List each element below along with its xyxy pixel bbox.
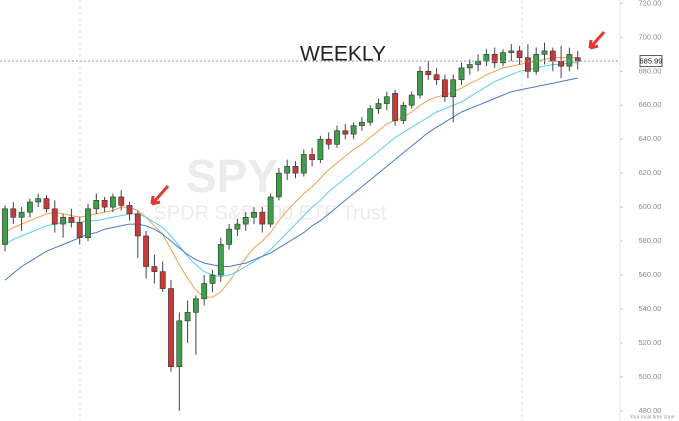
candle-body xyxy=(342,130,349,135)
candle-body xyxy=(466,64,473,69)
candle-body xyxy=(26,201,33,213)
candle-body xyxy=(317,138,324,160)
candle-body xyxy=(2,208,8,245)
y-tick-label: 720.00 xyxy=(639,0,662,7)
candle-body xyxy=(417,70,423,96)
candle-body xyxy=(508,50,515,53)
candle-body xyxy=(68,216,75,223)
candle-body xyxy=(392,93,398,121)
candle-body xyxy=(400,104,407,121)
candle-body xyxy=(184,312,191,322)
plot-area xyxy=(2,42,581,411)
candle-body xyxy=(533,54,540,72)
footnote: Your local time zone xyxy=(630,414,675,420)
candle-body xyxy=(176,320,183,367)
candle-body xyxy=(118,196,125,206)
candle-body xyxy=(60,216,66,225)
candle-body xyxy=(358,121,365,126)
candle-body xyxy=(126,205,133,215)
candle-body xyxy=(408,94,415,106)
y-tick-label: 480.00 xyxy=(639,406,662,415)
y-tick-label: 600.00 xyxy=(639,202,662,211)
candle-body xyxy=(234,223,241,230)
candle-body xyxy=(51,208,58,225)
candle-body xyxy=(151,266,158,272)
candle-body xyxy=(558,60,564,67)
candle-body xyxy=(574,57,581,62)
candle-body xyxy=(549,50,556,62)
candle-body xyxy=(242,216,249,225)
candle-body xyxy=(93,200,100,210)
candle-body xyxy=(217,244,224,276)
moving-average-line xyxy=(4,57,578,298)
candle-body xyxy=(101,200,108,208)
candle-body xyxy=(309,154,315,160)
candle-body xyxy=(524,57,531,72)
y-tick-label: 500.00 xyxy=(639,372,662,381)
candle-body xyxy=(110,196,116,208)
y-tick-label: 680.00 xyxy=(639,66,662,75)
candle-body xyxy=(168,288,174,367)
candle-body xyxy=(516,50,523,59)
candle-body xyxy=(334,130,340,145)
candle-body xyxy=(226,228,232,245)
candle-body xyxy=(85,208,91,238)
candle-body xyxy=(209,274,216,284)
candle-body xyxy=(10,208,17,218)
candle-body xyxy=(367,108,374,123)
candle-body xyxy=(43,198,50,210)
candle-body xyxy=(475,60,481,65)
last-price-box xyxy=(639,55,663,68)
annotation-arrow xyxy=(150,185,170,206)
y-tick-label: 660.00 xyxy=(639,100,662,109)
y-tick-label: 540.00 xyxy=(639,304,662,313)
watermark: SPY xyxy=(186,150,278,202)
last-price-label: 685.99 xyxy=(640,57,663,66)
candle-body xyxy=(134,213,141,237)
y-tick-label: 700.00 xyxy=(639,32,662,41)
candle-body xyxy=(76,222,83,238)
y-tick-label: 520.00 xyxy=(639,338,662,347)
candle-body xyxy=(441,79,448,98)
candle-body xyxy=(267,196,274,225)
y-tick-label: 640.00 xyxy=(639,134,662,143)
candle-body xyxy=(292,166,299,174)
candle-body xyxy=(375,103,382,109)
moving-average-line xyxy=(4,62,578,278)
candle-body xyxy=(35,198,42,203)
candle-body xyxy=(284,166,291,174)
candle-body xyxy=(300,154,307,174)
candle-body xyxy=(458,67,465,81)
annotation-arrow xyxy=(588,31,606,50)
candle-body xyxy=(450,79,457,98)
candle-body xyxy=(143,235,149,267)
candle-body xyxy=(18,211,25,218)
candle-body xyxy=(325,138,332,145)
candle-body xyxy=(159,271,166,289)
candle-body xyxy=(433,74,440,81)
y-tick-label: 580.00 xyxy=(639,236,662,245)
y-tick-label: 560.00 xyxy=(639,270,662,279)
moving-average-line xyxy=(4,77,578,281)
candle-body xyxy=(491,54,498,64)
candle-body xyxy=(541,50,548,55)
candle-body xyxy=(425,70,432,75)
candle-body xyxy=(251,211,257,218)
candle-body xyxy=(383,96,390,104)
candle-body xyxy=(350,125,357,135)
candle-body xyxy=(275,172,282,198)
candle-body xyxy=(193,298,199,313)
candle-body xyxy=(259,211,266,225)
chart-title: WEEKLY xyxy=(300,43,386,66)
candle-body xyxy=(500,52,506,64)
candle-body xyxy=(201,283,208,300)
candle-body xyxy=(483,54,490,62)
candle-body xyxy=(566,54,573,67)
y-tick-label: 620.00 xyxy=(639,168,662,177)
